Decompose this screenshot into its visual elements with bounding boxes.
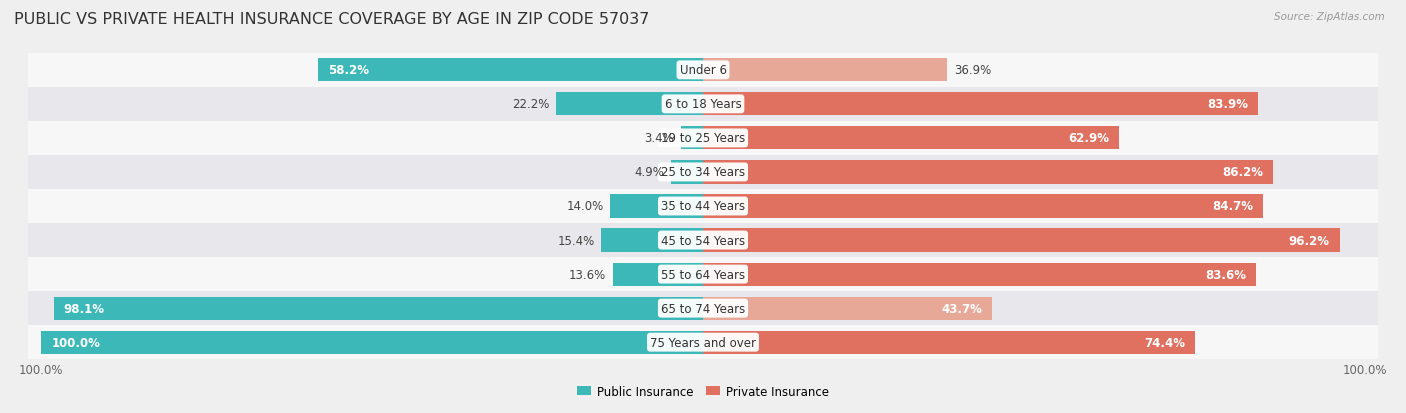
Bar bbox=[602, 229, 703, 252]
Text: 74.4%: 74.4% bbox=[1144, 336, 1185, 349]
Text: 100.0%: 100.0% bbox=[51, 336, 100, 349]
Text: 14.0%: 14.0% bbox=[567, 200, 603, 213]
Bar bbox=[703, 263, 1256, 286]
Bar bbox=[557, 93, 703, 116]
Text: 35 to 44 Years: 35 to 44 Years bbox=[661, 200, 745, 213]
Bar bbox=[28, 88, 1378, 121]
Bar bbox=[703, 229, 1340, 252]
Bar bbox=[28, 223, 1378, 257]
Text: 75 Years and over: 75 Years and over bbox=[650, 336, 756, 349]
Text: 98.1%: 98.1% bbox=[63, 302, 105, 315]
Bar bbox=[703, 127, 1119, 150]
Bar bbox=[613, 263, 703, 286]
Text: 3.4%: 3.4% bbox=[644, 132, 673, 145]
Text: 36.9%: 36.9% bbox=[953, 64, 991, 77]
Bar bbox=[703, 161, 1274, 184]
Text: 83.6%: 83.6% bbox=[1205, 268, 1246, 281]
Text: 25 to 34 Years: 25 to 34 Years bbox=[661, 166, 745, 179]
Bar bbox=[681, 127, 703, 150]
Text: 65 to 74 Years: 65 to 74 Years bbox=[661, 302, 745, 315]
Text: 15.4%: 15.4% bbox=[557, 234, 595, 247]
Text: Source: ZipAtlas.com: Source: ZipAtlas.com bbox=[1274, 12, 1385, 22]
Text: 62.9%: 62.9% bbox=[1069, 132, 1109, 145]
Bar bbox=[318, 59, 703, 82]
Bar bbox=[28, 292, 1378, 325]
Text: 6 to 18 Years: 6 to 18 Years bbox=[665, 98, 741, 111]
Bar bbox=[28, 325, 1378, 359]
Text: 96.2%: 96.2% bbox=[1288, 234, 1330, 247]
Bar bbox=[610, 195, 703, 218]
Bar bbox=[28, 156, 1378, 190]
Bar bbox=[703, 93, 1258, 116]
Bar bbox=[671, 161, 703, 184]
Text: 58.2%: 58.2% bbox=[328, 64, 368, 77]
Text: PUBLIC VS PRIVATE HEALTH INSURANCE COVERAGE BY AGE IN ZIP CODE 57037: PUBLIC VS PRIVATE HEALTH INSURANCE COVER… bbox=[14, 12, 650, 27]
Bar bbox=[703, 331, 1195, 354]
Bar bbox=[53, 297, 703, 320]
Bar bbox=[703, 297, 993, 320]
Text: 13.6%: 13.6% bbox=[569, 268, 606, 281]
Bar bbox=[703, 59, 948, 82]
Bar bbox=[28, 190, 1378, 223]
Text: 43.7%: 43.7% bbox=[942, 302, 983, 315]
Text: 83.9%: 83.9% bbox=[1208, 98, 1249, 111]
Bar bbox=[703, 195, 1264, 218]
Text: 19 to 25 Years: 19 to 25 Years bbox=[661, 132, 745, 145]
Text: 86.2%: 86.2% bbox=[1222, 166, 1264, 179]
Text: 22.2%: 22.2% bbox=[512, 98, 550, 111]
Legend: Public Insurance, Private Insurance: Public Insurance, Private Insurance bbox=[572, 380, 834, 402]
Text: 84.7%: 84.7% bbox=[1212, 200, 1254, 213]
Bar bbox=[28, 121, 1378, 156]
Bar bbox=[28, 257, 1378, 292]
Text: Under 6: Under 6 bbox=[679, 64, 727, 77]
Text: 4.9%: 4.9% bbox=[634, 166, 664, 179]
Text: 55 to 64 Years: 55 to 64 Years bbox=[661, 268, 745, 281]
Bar bbox=[41, 331, 703, 354]
Text: 45 to 54 Years: 45 to 54 Years bbox=[661, 234, 745, 247]
Bar bbox=[28, 54, 1378, 88]
